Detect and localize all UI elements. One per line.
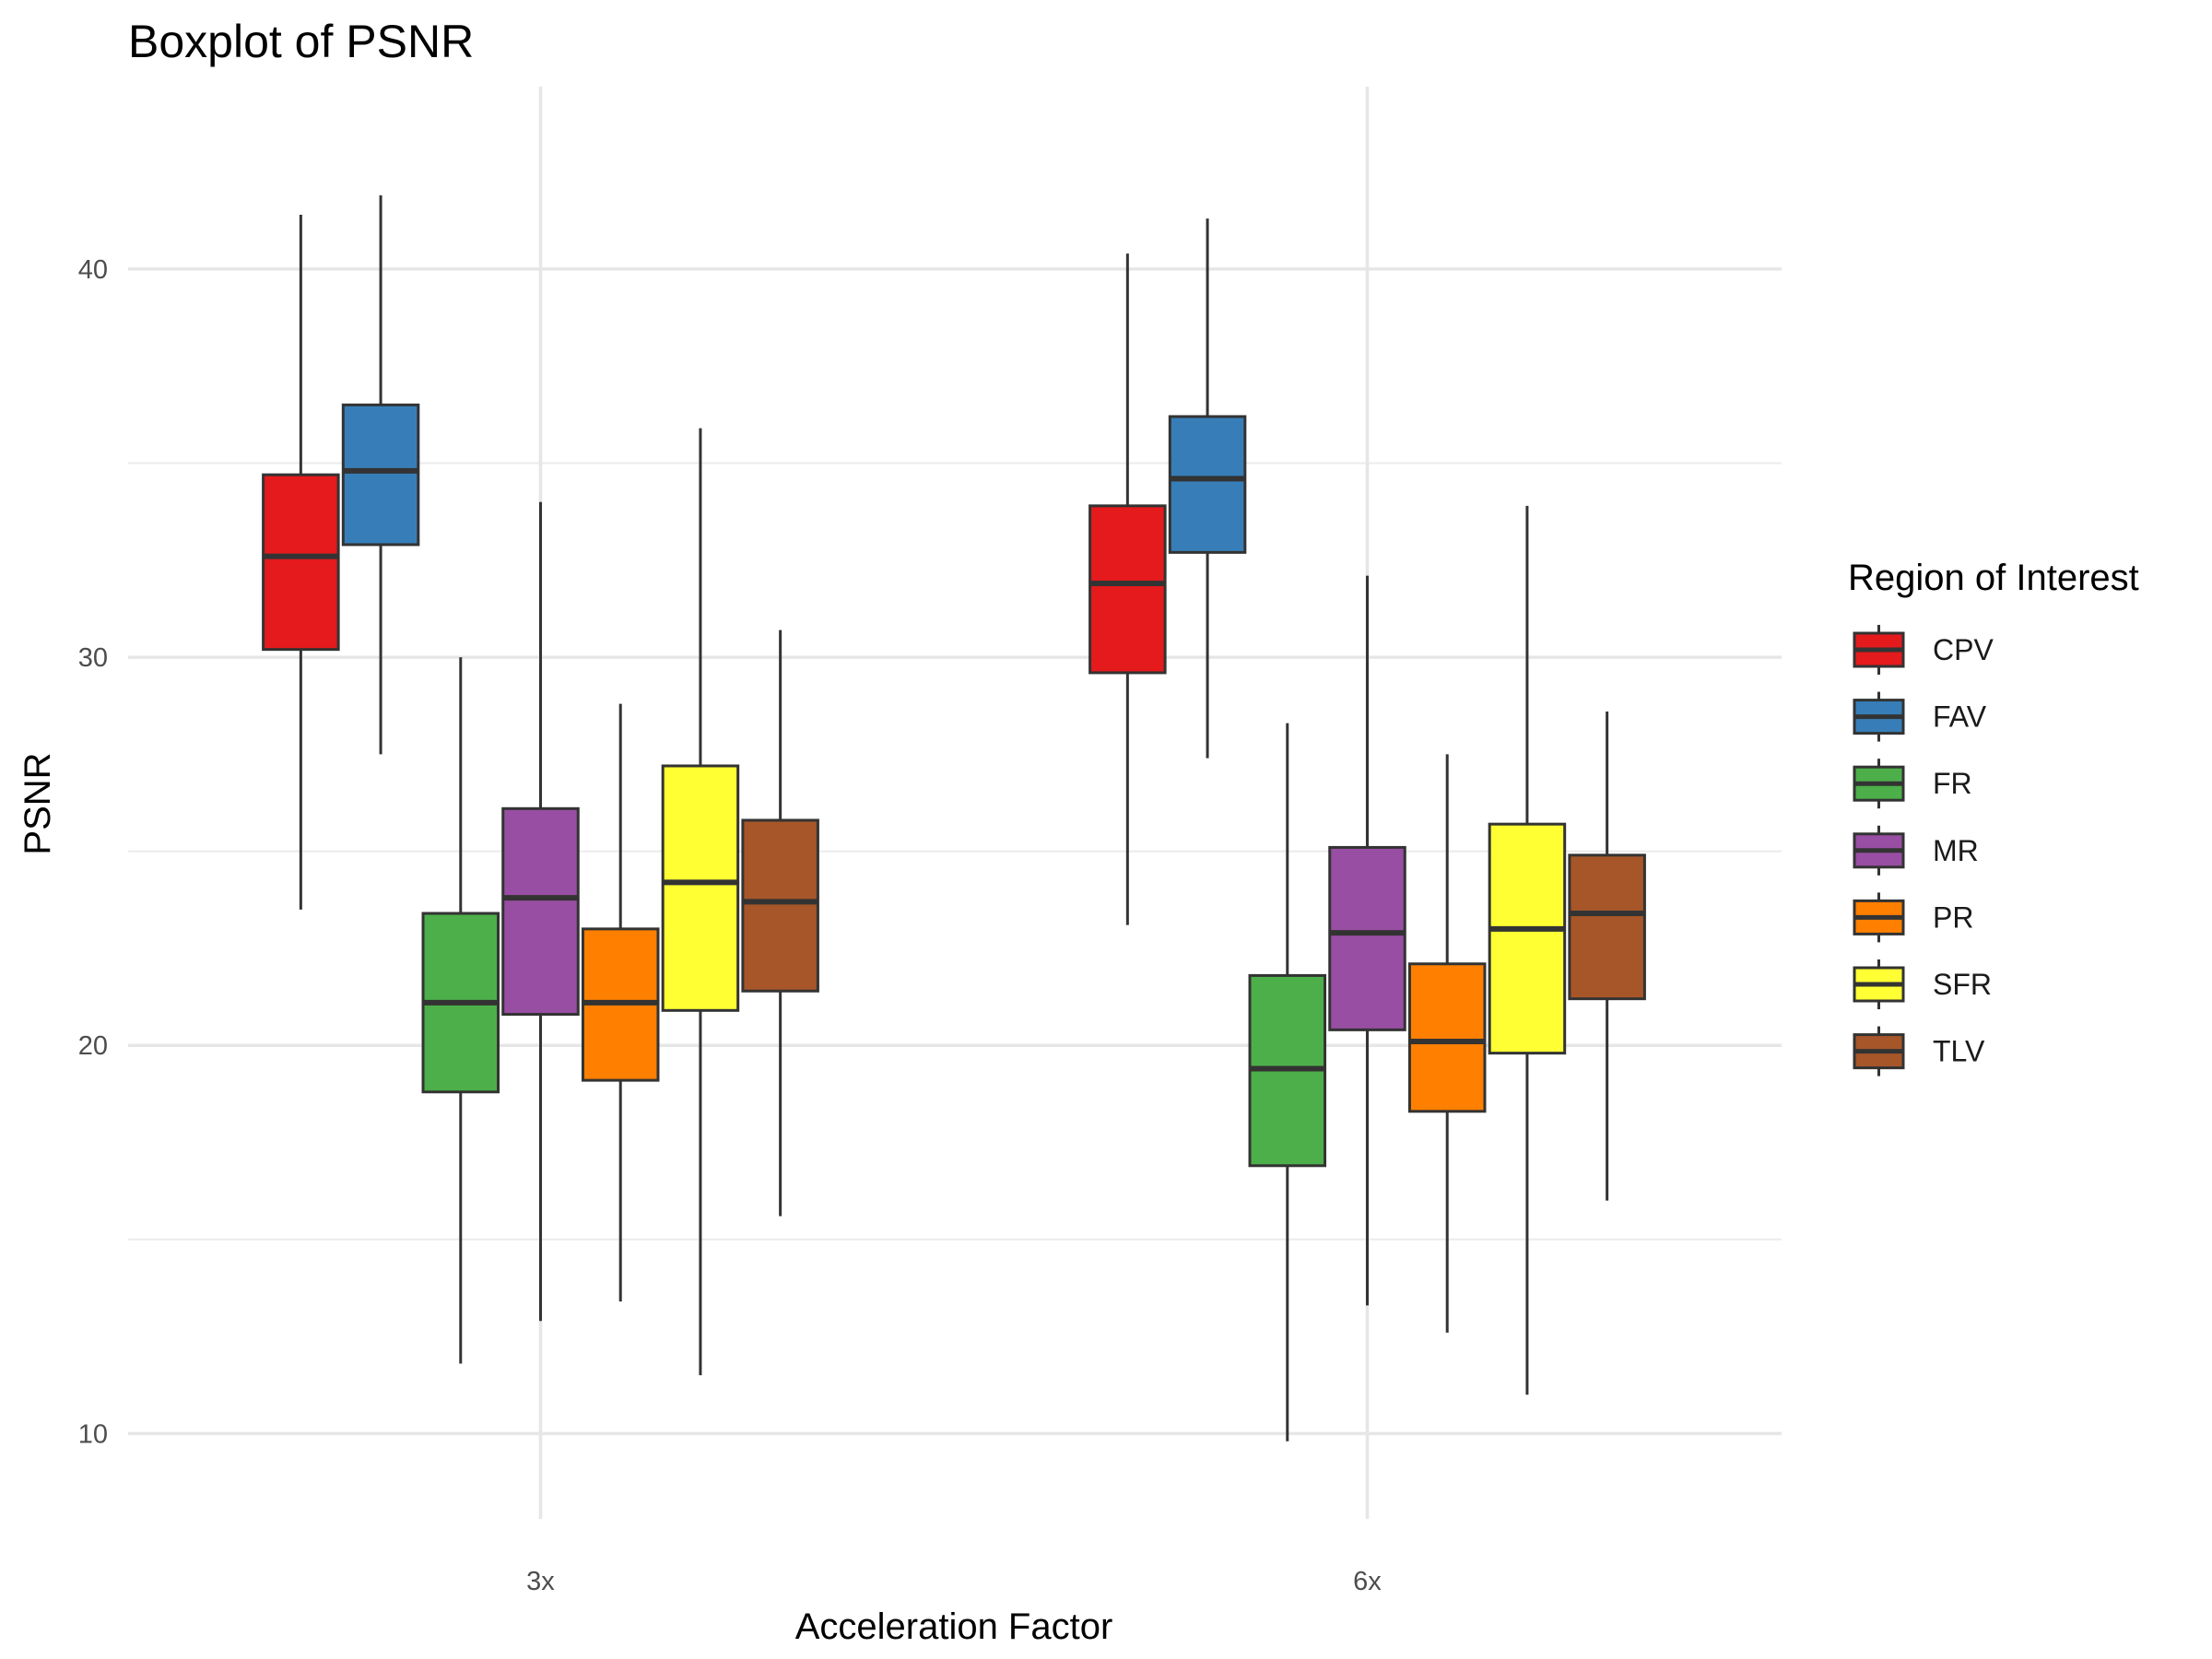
- box-fav-6x: [1168, 218, 1247, 759]
- box-sfr-6x: [1488, 505, 1567, 1395]
- legend-item-pr: PR: [1853, 892, 1973, 943]
- legend-item-tlv: TLV: [1853, 1026, 1985, 1077]
- y-axis-title: PSNR: [18, 752, 58, 854]
- legend-title: Region of Interest: [1848, 558, 2139, 598]
- legend-label: PR: [1933, 900, 1973, 934]
- legend-item-fav: FAV: [1853, 691, 1987, 742]
- box-iqr: [1488, 822, 1567, 1055]
- box-iqr: [661, 764, 740, 1012]
- box-iqr: [1328, 845, 1406, 1031]
- box-iqr: [341, 403, 420, 547]
- legend-label: TLV: [1933, 1035, 1985, 1068]
- box-mr-3x: [501, 501, 580, 1322]
- chart-title: Boxplot of PSNR: [128, 16, 474, 67]
- y-tick-label: 30: [78, 643, 108, 673]
- x-axis-title: Acceleration Factor: [795, 1606, 1113, 1647]
- grid-layer: [128, 87, 1782, 1519]
- box-layer: [262, 194, 1646, 1441]
- box-pr-3x: [581, 703, 660, 1302]
- box-fr-3x: [421, 657, 500, 1364]
- x-tick-label: 6x: [1353, 1567, 1382, 1596]
- box-tlv-3x: [741, 629, 819, 1217]
- legend-label: FAV: [1933, 700, 1987, 734]
- legend-label: MR: [1933, 834, 1979, 867]
- box-cpv-3x: [262, 214, 340, 910]
- x-tick-label: 3x: [526, 1567, 555, 1596]
- box-iqr: [1407, 962, 1487, 1113]
- y-tick-label: 10: [78, 1419, 108, 1449]
- box-fr-6x: [1248, 723, 1327, 1441]
- legend-label: FR: [1933, 767, 1972, 800]
- legend-item-sfr: SFR: [1853, 959, 1992, 1009]
- legend-item-cpv: CPV: [1853, 625, 1994, 675]
- box-iqr: [501, 806, 580, 1017]
- y-tick-label: 40: [78, 255, 108, 285]
- legend-label: SFR: [1933, 968, 1992, 1001]
- box-iqr: [741, 818, 819, 993]
- box-tlv-6x: [1568, 712, 1646, 1201]
- y-tick-label: 20: [78, 1031, 108, 1061]
- legend-label: CPV: [1933, 633, 1994, 666]
- box-cpv-6x: [1088, 253, 1167, 925]
- box-mr-6x: [1328, 575, 1406, 1306]
- box-fav-3x: [341, 194, 420, 755]
- legend-item-fr: FR: [1853, 759, 1972, 809]
- box-iqr: [1168, 415, 1247, 554]
- box-sfr-3x: [661, 428, 740, 1376]
- legend-item-mr: MR: [1853, 825, 1979, 876]
- box-iqr: [262, 473, 340, 652]
- legend: Region of Interest CPV FAV FR MR PR SFR TLV: [1848, 558, 2139, 1077]
- box-iqr: [1568, 853, 1646, 1001]
- box-pr-6x: [1407, 754, 1487, 1333]
- axis-layer: 10 20 30 40 3x 6x: [78, 255, 1382, 1596]
- box-iqr: [1088, 504, 1167, 675]
